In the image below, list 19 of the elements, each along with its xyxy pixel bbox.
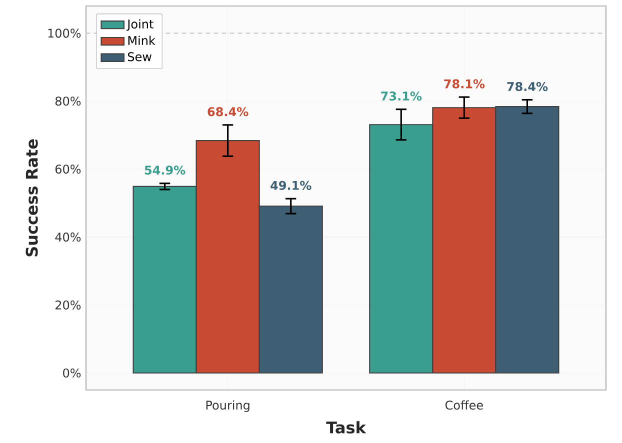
legend-label: Joint (126, 19, 154, 31)
y-tick-label: 20% (56, 300, 81, 310)
y-axis-title: Success Rate (26, 139, 38, 256)
data-label: 49.1% (270, 180, 312, 190)
data-label: 54.9% (144, 166, 186, 175)
y-tick-label: 80% (55, 96, 81, 106)
y-tick-label: 100% (48, 28, 81, 38)
legend-label: Sew (128, 52, 152, 62)
data-label: 78.1% (444, 79, 485, 88)
data-label: 73.1% (381, 92, 422, 101)
x-tick-label: Coffee (445, 400, 483, 410)
x-axis-title: Task (326, 421, 366, 434)
data-label: 68.4% (208, 107, 248, 116)
x-tick-label: Pouring (206, 400, 250, 412)
data-label: 78.4% (507, 82, 548, 92)
y-tick-label: 0% (63, 368, 81, 378)
y-tick-label: 60% (55, 164, 81, 174)
y-tick-label: 40% (55, 232, 81, 242)
legend-label: Mink (128, 36, 156, 45)
